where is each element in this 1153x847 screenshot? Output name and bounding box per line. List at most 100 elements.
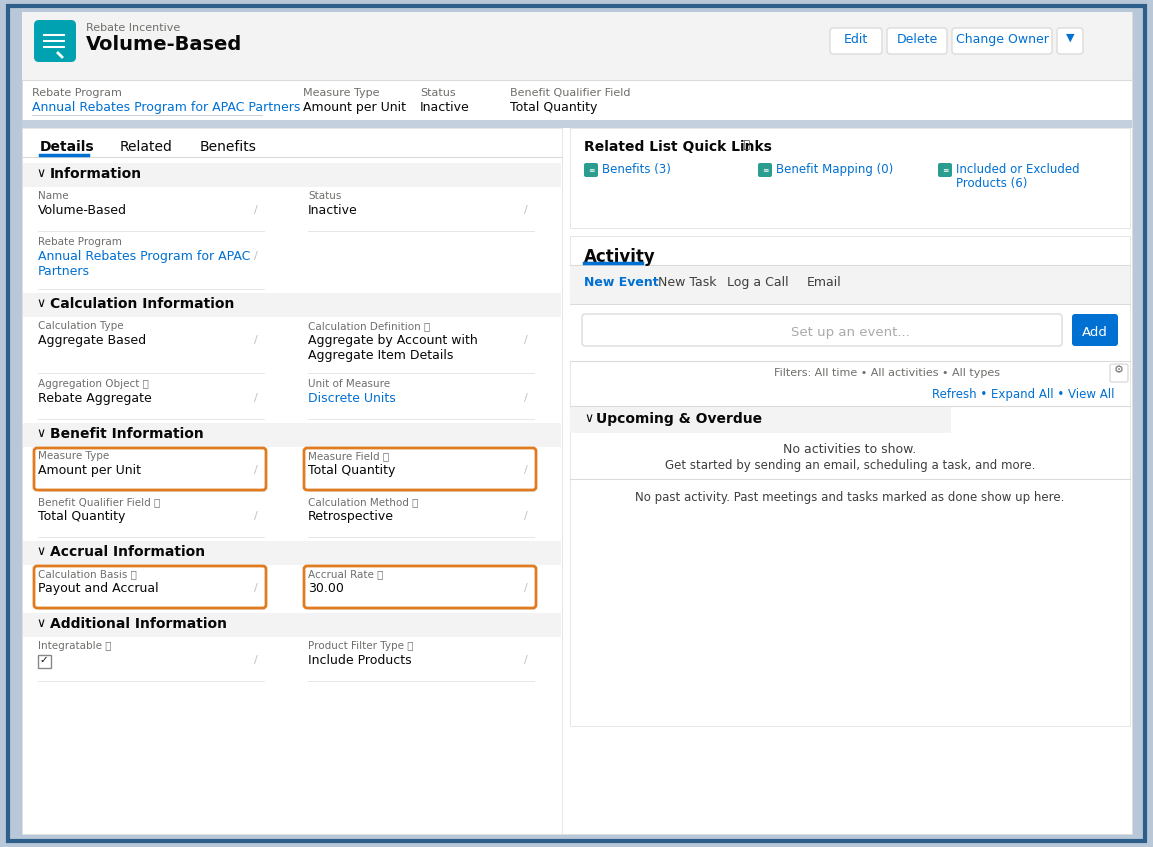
FancyBboxPatch shape — [1057, 28, 1083, 54]
Text: Filters: All time • All activities • All types: Filters: All time • All activities • All… — [774, 368, 1000, 378]
Bar — [570, 128, 1130, 228]
Text: Related: Related — [120, 140, 173, 154]
Bar — [570, 266, 1130, 304]
Text: Benefit Qualifier Field: Benefit Qualifier Field — [510, 88, 631, 98]
Text: Payout and Accrual: Payout and Accrual — [38, 582, 159, 595]
Text: ∕: ∕ — [523, 583, 528, 593]
Bar — [23, 541, 562, 565]
Bar — [22, 12, 1132, 80]
Text: Amount per Unit: Amount per Unit — [38, 464, 141, 477]
Text: ▼: ▼ — [1065, 33, 1075, 43]
Text: ∕: ∕ — [254, 511, 258, 521]
Bar — [570, 407, 951, 433]
Text: ∕: ∕ — [254, 205, 258, 215]
Text: Add: Add — [1082, 326, 1108, 339]
Text: Include Products: Include Products — [308, 654, 412, 667]
Bar — [23, 613, 562, 637]
Text: Product Filter Type ⓘ: Product Filter Type ⓘ — [308, 641, 414, 651]
Text: Activity: Activity — [585, 248, 656, 266]
Text: Aggregate by Account with
Aggregate Item Details: Aggregate by Account with Aggregate Item… — [308, 334, 477, 362]
Text: Benefit Qualifier Field ⓘ: Benefit Qualifier Field ⓘ — [38, 497, 160, 507]
Text: Retrospective: Retrospective — [308, 510, 394, 523]
Text: ✓: ✓ — [39, 655, 47, 665]
Text: Rebate Program: Rebate Program — [38, 237, 122, 247]
Text: Status: Status — [308, 191, 341, 201]
Text: ∕: ∕ — [254, 655, 258, 665]
Text: ∨: ∨ — [36, 297, 45, 310]
Bar — [38, 655, 51, 668]
Text: Accrual Information: Accrual Information — [50, 545, 205, 559]
Text: ⚙: ⚙ — [1114, 365, 1124, 375]
Text: Measure Field ⓘ: Measure Field ⓘ — [308, 451, 389, 461]
Bar — [23, 423, 562, 447]
Text: Upcoming & Overdue: Upcoming & Overdue — [596, 412, 762, 426]
Text: Email: Email — [807, 276, 842, 289]
Text: ∕: ∕ — [254, 251, 258, 261]
FancyBboxPatch shape — [304, 566, 536, 608]
Text: Additional Information: Additional Information — [50, 617, 227, 631]
FancyBboxPatch shape — [830, 28, 882, 54]
Text: Annual Rebates Program for APAC Partners: Annual Rebates Program for APAC Partners — [32, 101, 301, 114]
Text: Included or Excluded: Included or Excluded — [956, 163, 1079, 176]
Text: ∕: ∕ — [254, 393, 258, 403]
Text: ∨: ∨ — [36, 427, 45, 440]
Text: New Event: New Event — [585, 276, 658, 289]
Text: Rebate Program: Rebate Program — [32, 88, 122, 98]
Text: Related List Quick Links: Related List Quick Links — [585, 140, 771, 154]
Text: Benefit Mapping (0): Benefit Mapping (0) — [776, 163, 894, 176]
Text: ≡: ≡ — [762, 165, 768, 174]
Text: Annual Rebates Program for APAC
Partners: Annual Rebates Program for APAC Partners — [38, 250, 250, 278]
Text: Calculation Basis ⓘ: Calculation Basis ⓘ — [38, 569, 137, 579]
Text: Status: Status — [420, 88, 455, 98]
Text: No past activity. Past meetings and tasks marked as done show up here.: No past activity. Past meetings and task… — [635, 491, 1064, 504]
Text: Benefits (3): Benefits (3) — [602, 163, 671, 176]
Text: Total Quantity: Total Quantity — [38, 510, 126, 523]
Text: ∨: ∨ — [36, 545, 45, 558]
FancyBboxPatch shape — [758, 163, 773, 177]
Text: No activities to show.: No activities to show. — [783, 443, 917, 456]
Bar — [23, 293, 562, 317]
FancyBboxPatch shape — [33, 448, 266, 490]
Text: Information: Information — [50, 167, 142, 181]
Text: Calculation Information: Calculation Information — [50, 297, 234, 311]
FancyBboxPatch shape — [952, 28, 1052, 54]
Text: ∕: ∕ — [523, 465, 528, 475]
Text: ∕: ∕ — [254, 583, 258, 593]
Text: ∕: ∕ — [254, 335, 258, 345]
Text: ∕: ∕ — [523, 655, 528, 665]
Text: Calculation Method ⓘ: Calculation Method ⓘ — [308, 497, 419, 507]
FancyBboxPatch shape — [33, 566, 266, 608]
Text: Rebate Aggregate: Rebate Aggregate — [38, 392, 152, 405]
Text: Aggregate Based: Aggregate Based — [38, 334, 146, 347]
Text: Unit of Measure: Unit of Measure — [308, 379, 390, 389]
Text: Get started by sending an email, scheduling a task, and more.: Get started by sending an email, schedul… — [665, 459, 1035, 472]
Text: Integratable ⓘ: Integratable ⓘ — [38, 641, 112, 651]
Text: Benefit Information: Benefit Information — [50, 427, 204, 441]
Text: Total Quantity: Total Quantity — [510, 101, 597, 114]
FancyBboxPatch shape — [1072, 314, 1118, 346]
Text: Log a Call: Log a Call — [726, 276, 789, 289]
FancyBboxPatch shape — [582, 314, 1062, 346]
Text: ∕: ∕ — [523, 393, 528, 403]
Text: Change Owner: Change Owner — [956, 33, 1048, 46]
Text: Delete: Delete — [896, 33, 937, 46]
Text: Measure Type: Measure Type — [38, 451, 110, 461]
Text: Measure Type: Measure Type — [303, 88, 379, 98]
FancyBboxPatch shape — [887, 28, 947, 54]
Text: Edit: Edit — [844, 33, 868, 46]
Text: ∕: ∕ — [523, 335, 528, 345]
Text: Calculation Definition ⓘ: Calculation Definition ⓘ — [308, 321, 430, 331]
Text: Discrete Units: Discrete Units — [308, 392, 395, 405]
Text: Inactive: Inactive — [420, 101, 469, 114]
Text: ∕: ∕ — [523, 205, 528, 215]
FancyBboxPatch shape — [304, 448, 536, 490]
Text: ≡: ≡ — [588, 165, 594, 174]
Text: ≡: ≡ — [942, 165, 948, 174]
Text: Set up an event...: Set up an event... — [791, 326, 910, 339]
Text: New Task: New Task — [658, 276, 717, 289]
FancyBboxPatch shape — [585, 163, 598, 177]
Text: Total Quantity: Total Quantity — [308, 464, 395, 477]
Text: Inactive: Inactive — [308, 204, 357, 217]
FancyBboxPatch shape — [939, 163, 952, 177]
Text: Volume-Based: Volume-Based — [86, 35, 242, 54]
